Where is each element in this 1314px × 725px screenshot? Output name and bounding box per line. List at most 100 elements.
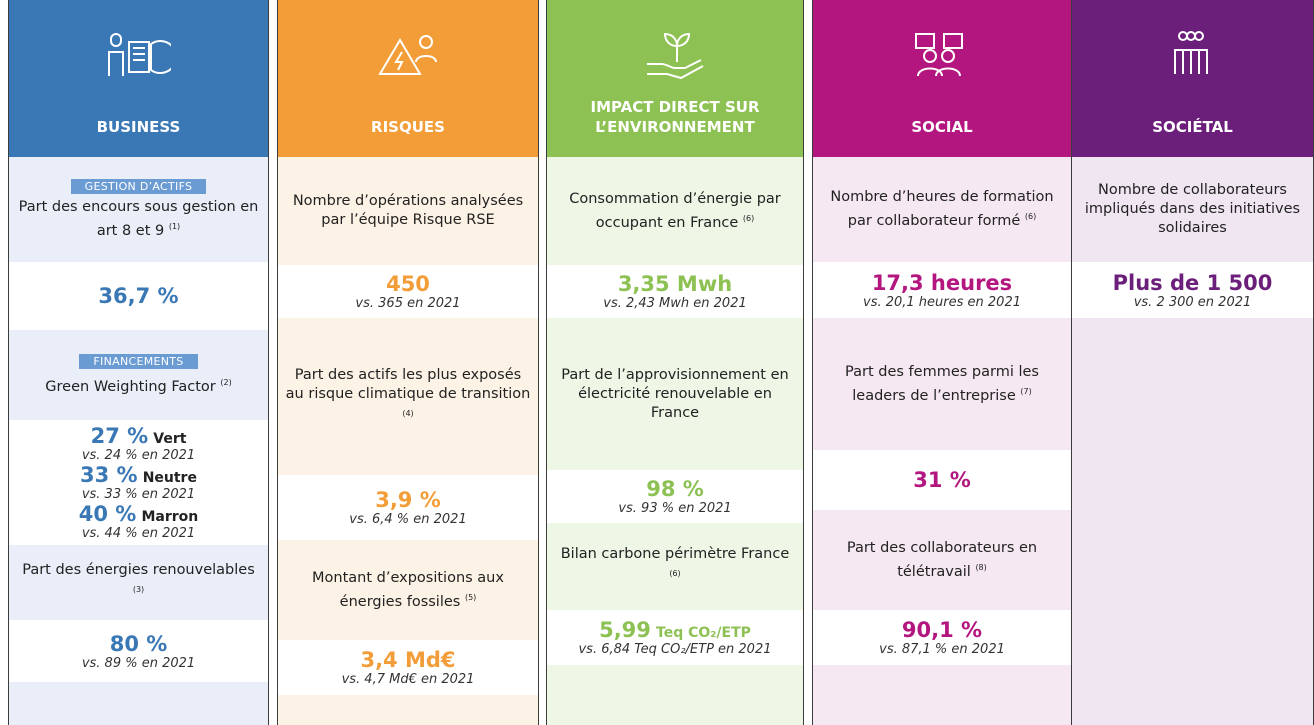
- indicator-label: Nombre d’opérations analysées par l’équi…: [284, 192, 532, 230]
- indicator-value: 31 %: [913, 468, 971, 492]
- indicator-value: 98 %: [646, 477, 704, 501]
- comparison: vs. 44 % en 2021: [81, 526, 196, 541]
- column: SOCIÉTAL Nombre de collaborateurs impliqu…: [1071, 0, 1314, 725]
- indicator-value: 80 %: [109, 631, 168, 656]
- value-unit: Marron: [141, 509, 199, 525]
- column-title: SOCIÉTAL: [1152, 118, 1233, 136]
- label-text: Green Weighting Factor: [45, 378, 216, 395]
- block: Montant d’expositions aux énergies fossi…: [278, 540, 538, 640]
- block: 36,7 %: [9, 262, 268, 330]
- block: 27 % Vert vs. 24 % en 2021 33 % Neutre vs. …: [9, 420, 268, 545]
- block: 80 % vs. 89 % en 2021: [9, 620, 268, 682]
- column-header: RISQUES: [278, 0, 538, 157]
- value-line: 3,35 Mwh: [618, 272, 732, 296]
- footnote: (2): [220, 377, 232, 387]
- value-line: 98 %: [646, 477, 704, 501]
- comparison: vs. 6,84 Teq CO₂/ETP en 2021: [578, 642, 772, 657]
- value-line: 90,1 %: [902, 618, 982, 642]
- block: 17,3 heures vs. 20,1 heures en 2021: [813, 262, 1071, 318]
- indicator-label: Part des énergies renouvelables (3): [15, 561, 262, 604]
- indicator-label: Montant d’expositions aux énergies fossi…: [284, 569, 532, 612]
- column-title: IMPACT DIRECT SUR L’ENVIRONNEMENT: [590, 98, 760, 136]
- label-text: Nombre d’heures de formation par collabo…: [830, 189, 1054, 229]
- column-header: IMPACT DIRECT SUR L’ENVIRONNEMENT: [547, 0, 803, 157]
- value-unit: Teq CO₂/ETP: [656, 625, 751, 641]
- indicator-value: 17,3 heures: [871, 270, 1013, 295]
- value-line: 5,99 Teq CO₂/ETP: [599, 618, 751, 642]
- value-line: 3,9 %: [375, 488, 441, 512]
- indicator-label: Part de l’approvisionnement en électrici…: [553, 366, 797, 423]
- comparison: vs. 2,43 Mwh en 2021: [603, 296, 747, 311]
- value-line: 33 % Neutre: [80, 463, 197, 487]
- indicator-value: 3,4 Md€: [360, 648, 456, 672]
- comparison: vs. 6,4 % en 2021: [349, 512, 467, 527]
- column-header: SOCIÉTAL: [1072, 0, 1313, 157]
- comparison: vs. 87,1 % en 2021: [879, 642, 1005, 657]
- comparison: vs. 4,7 Md€ en 2021: [341, 672, 475, 687]
- column: SOCIAL Nombre d’heures de formation par c…: [812, 0, 1072, 725]
- label-text: Part des collaborateurs en télétravail: [846, 539, 1038, 580]
- column: IMPACT DIRECT SUR L’ENVIRONNEMENT Consomm…: [546, 0, 804, 725]
- filler: [547, 665, 803, 725]
- icon: [1173, 31, 1208, 74]
- label-text: Part de l’approvisionnement en électrici…: [561, 366, 789, 421]
- indicator-label: Part des actifs les plus exposés au risq…: [284, 366, 532, 428]
- block: 5,99 Teq CO₂/ETP vs. 6,84 Teq CO₂/ETP en …: [547, 610, 803, 665]
- block: 31 %: [813, 450, 1071, 510]
- comparison: vs. 93 % en 2021: [618, 501, 732, 516]
- label-text: Consommation d’énergie par occupant en F…: [569, 190, 781, 231]
- indicator-label: Green Weighting Factor (2): [45, 373, 231, 397]
- footnote: (1): [168, 221, 181, 231]
- value-unit: Vert: [153, 431, 187, 447]
- block: FINANCEMENTS Green Weighting Factor (2): [9, 330, 268, 420]
- value-unit: Neutre: [142, 470, 197, 486]
- indicator-label: Part des femmes parmi les leaders de l’e…: [819, 363, 1065, 406]
- column-header: BUSINESS: [9, 0, 268, 157]
- filler: [9, 682, 268, 725]
- block: 450 vs. 365 en 2021: [278, 265, 538, 318]
- section-tag: FINANCEMENTS: [79, 353, 198, 369]
- column-header: SOCIAL: [813, 0, 1071, 157]
- label-text: Montant d’expositions aux énergies fossi…: [312, 569, 504, 610]
- value-line: 17,3 heures: [872, 271, 1012, 295]
- block: Plus de 1 500 vs. 2 300 en 2021: [1072, 262, 1313, 318]
- column-title: BUSINESS: [96, 118, 181, 136]
- label-text: Nombre de collaborateurs impliqués dans …: [1084, 182, 1301, 236]
- comparison: vs. 24 % en 2021: [81, 448, 196, 463]
- indicator-value: 90,1 %: [901, 618, 983, 642]
- value-line: 40 % Marron: [79, 502, 198, 526]
- block: Part de l’approvisionnement en électrici…: [547, 318, 803, 470]
- indicator-label: Consommation d’énergie par occupant en F…: [553, 190, 797, 233]
- indicator-value: 40 %: [78, 502, 137, 526]
- value-line: 31 %: [913, 468, 971, 492]
- block: 3,4 Md€ vs. 4,7 Md€ en 2021: [278, 640, 538, 695]
- block: Nombre d’opérations analysées par l’équi…: [278, 157, 538, 265]
- column: RISQUES Nombre d’opérations analysées par…: [277, 0, 539, 725]
- block: Part des énergies renouvelables (3): [9, 545, 268, 620]
- label-text: Part des énergies renouvelables: [22, 562, 255, 579]
- indicator-label: Part des collaborateurs en télétravail (…: [819, 539, 1065, 582]
- filler: [278, 695, 538, 725]
- block: Part des femmes parmi les leaders de l’e…: [813, 318, 1071, 450]
- filler: [1072, 318, 1313, 725]
- icon: [647, 32, 704, 80]
- footnote: (8): [975, 562, 987, 572]
- indicator-value: Plus de 1 500: [1112, 270, 1273, 295]
- indicator-value: 3,35 Mwh: [617, 272, 733, 296]
- footnote: (7): [1020, 386, 1032, 396]
- footnote: (4): [402, 408, 414, 418]
- block: Consommation d’énergie par occupant en F…: [547, 157, 803, 265]
- block: Nombre de collaborateurs impliqués dans …: [1072, 157, 1313, 262]
- indicator-label: Part des encours sous gestion en art 8 e…: [15, 198, 262, 241]
- indicator-value: 5,99: [599, 618, 651, 642]
- footnote: (6): [669, 569, 681, 579]
- indicator-value: 27 %: [90, 424, 149, 448]
- block: 3,9 % vs. 6,4 % en 2021: [278, 475, 538, 540]
- comparison: vs. 20,1 heures en 2021: [863, 294, 1021, 310]
- comparison: vs. 365 en 2021: [355, 296, 461, 311]
- block: 98 % vs. 93 % en 2021: [547, 470, 803, 523]
- indicator-value: 3,9 %: [375, 488, 441, 512]
- section-tag: GESTION D’ACTIFS: [70, 178, 207, 194]
- comparison: vs. 33 % en 2021: [81, 487, 196, 502]
